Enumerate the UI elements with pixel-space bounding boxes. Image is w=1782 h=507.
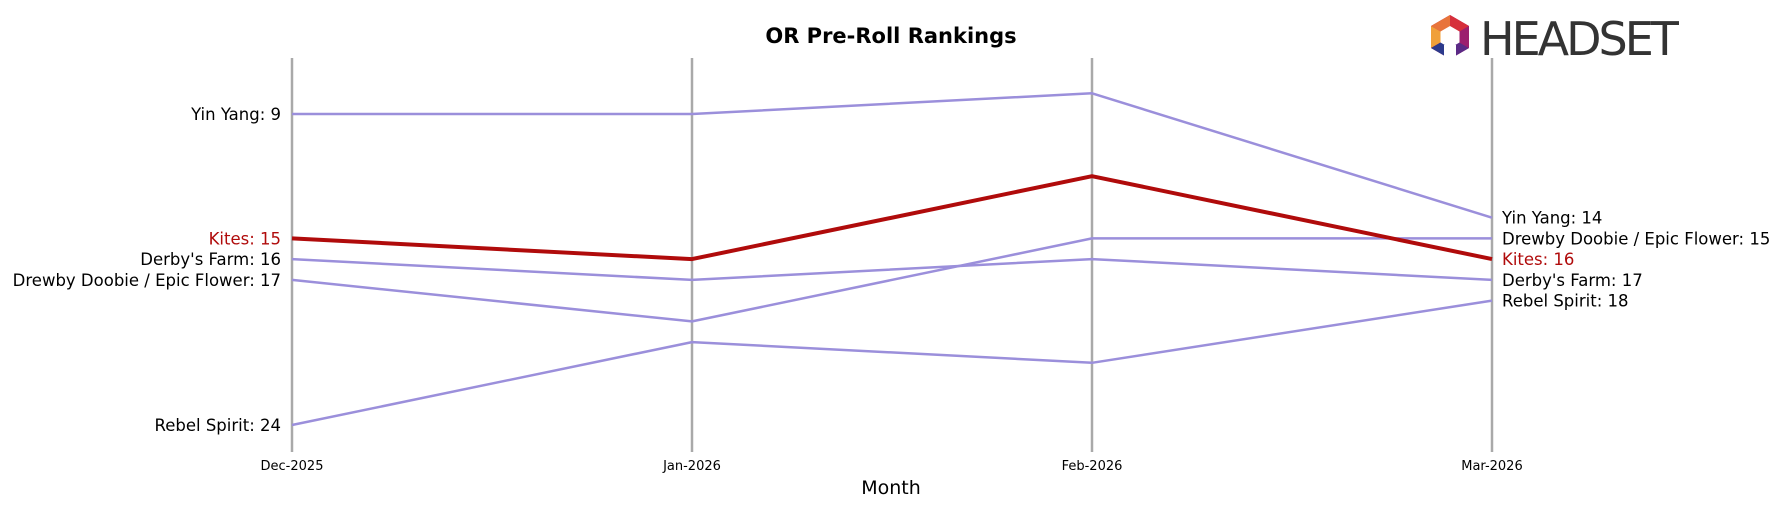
start-label: Rebel Spirit: 24 bbox=[155, 416, 282, 435]
start-label: Yin Yang: 9 bbox=[190, 105, 281, 124]
end-label: Drewby Doobie / Epic Flower: 15 bbox=[1502, 229, 1770, 248]
x-tick-feb-2026: Feb-2026 bbox=[1062, 459, 1123, 474]
headset-logo: HEADSET bbox=[1431, 12, 1683, 66]
x-tick-jan-2026: Jan-2026 bbox=[662, 459, 721, 474]
start-label: Derby's Farm: 16 bbox=[140, 250, 281, 269]
series-lines bbox=[291, 92, 1493, 427]
series-line-kites bbox=[291, 174, 1493, 262]
end-label: Yin Yang: 14 bbox=[1501, 209, 1602, 228]
logo-text: HEADSET bbox=[1480, 12, 1680, 66]
end-label: Rebel Spirit: 18 bbox=[1502, 292, 1629, 311]
series-line-rebel-spirit bbox=[291, 299, 1493, 427]
month-gridlines bbox=[290, 58, 1494, 452]
end-label: Kites: 16 bbox=[1502, 250, 1574, 269]
x-tick-labels: Dec-2025 Jan-2026 Feb-2026 Mar-2026 bbox=[261, 459, 1523, 474]
x-tick-dec-2025: Dec-2025 bbox=[261, 459, 324, 474]
series-line-yin-yang bbox=[292, 92, 1493, 219]
x-axis-label: Month bbox=[861, 477, 921, 499]
end-label: Derby's Farm: 17 bbox=[1502, 271, 1643, 290]
start-labels: Yin Yang: 9 Kites: 15 Derby's Farm: 16 Drew… bbox=[13, 105, 281, 435]
series-line-drewby-doobie-epic-flower bbox=[291, 237, 1492, 323]
start-label: Drewby Doobie / Epic Flower: 17 bbox=[13, 271, 281, 290]
series-line-derby-s-farm bbox=[291, 257, 1493, 282]
start-label: Kites: 15 bbox=[209, 229, 281, 248]
x-tick-mar-2026: Mar-2026 bbox=[1461, 459, 1522, 474]
chart-title: OR Pre-Roll Rankings bbox=[765, 24, 1016, 48]
headset-logo-icon bbox=[1431, 15, 1469, 61]
